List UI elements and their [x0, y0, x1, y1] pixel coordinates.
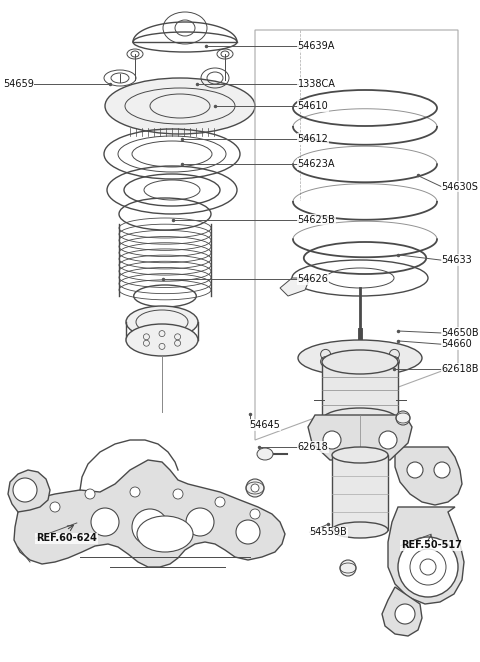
- Text: 54610: 54610: [298, 101, 328, 111]
- Text: 1338CA: 1338CA: [298, 79, 336, 89]
- Circle shape: [173, 489, 183, 499]
- Circle shape: [379, 431, 397, 449]
- Circle shape: [250, 509, 260, 519]
- Text: 54623A: 54623A: [298, 159, 335, 169]
- Ellipse shape: [126, 306, 198, 338]
- Text: 54650B: 54650B: [442, 328, 479, 338]
- Polygon shape: [322, 362, 398, 420]
- Circle shape: [246, 479, 264, 497]
- Polygon shape: [332, 455, 388, 530]
- Circle shape: [85, 489, 95, 499]
- Polygon shape: [382, 587, 422, 636]
- Text: REF.60-624: REF.60-624: [36, 533, 97, 544]
- Circle shape: [13, 478, 37, 502]
- Circle shape: [434, 462, 450, 478]
- Circle shape: [395, 604, 415, 624]
- Circle shape: [323, 431, 341, 449]
- Polygon shape: [280, 278, 310, 296]
- Polygon shape: [388, 507, 464, 604]
- Circle shape: [50, 502, 60, 512]
- Circle shape: [130, 487, 140, 497]
- Text: 54612: 54612: [298, 134, 328, 144]
- Ellipse shape: [137, 516, 193, 552]
- Circle shape: [186, 508, 214, 536]
- Polygon shape: [8, 470, 50, 512]
- Circle shape: [132, 509, 168, 545]
- Circle shape: [236, 520, 260, 544]
- Ellipse shape: [332, 522, 388, 538]
- Text: 54625B: 54625B: [298, 214, 336, 225]
- Circle shape: [340, 560, 356, 576]
- Ellipse shape: [322, 408, 398, 432]
- Text: 54639A: 54639A: [298, 41, 335, 52]
- Polygon shape: [395, 447, 462, 505]
- Circle shape: [91, 508, 119, 536]
- Circle shape: [407, 462, 423, 478]
- Ellipse shape: [322, 350, 398, 374]
- Text: 54626: 54626: [298, 274, 328, 285]
- Text: 54645: 54645: [250, 420, 280, 430]
- Ellipse shape: [126, 324, 198, 356]
- Polygon shape: [14, 460, 285, 567]
- Text: 62618: 62618: [298, 442, 328, 452]
- Ellipse shape: [257, 448, 273, 460]
- Text: 54659: 54659: [3, 79, 34, 89]
- Circle shape: [215, 497, 225, 507]
- Polygon shape: [308, 415, 412, 460]
- Text: 54559B: 54559B: [310, 527, 348, 538]
- Text: 62618B: 62618B: [442, 363, 479, 374]
- Ellipse shape: [298, 340, 422, 376]
- Circle shape: [398, 537, 458, 597]
- Ellipse shape: [332, 447, 388, 463]
- Text: 54633: 54633: [442, 255, 472, 265]
- Text: 54660: 54660: [442, 339, 472, 350]
- Text: REF.50-517: REF.50-517: [401, 540, 462, 551]
- Ellipse shape: [105, 78, 255, 134]
- Text: 54630S: 54630S: [442, 181, 479, 192]
- Circle shape: [251, 484, 259, 492]
- Circle shape: [396, 411, 410, 425]
